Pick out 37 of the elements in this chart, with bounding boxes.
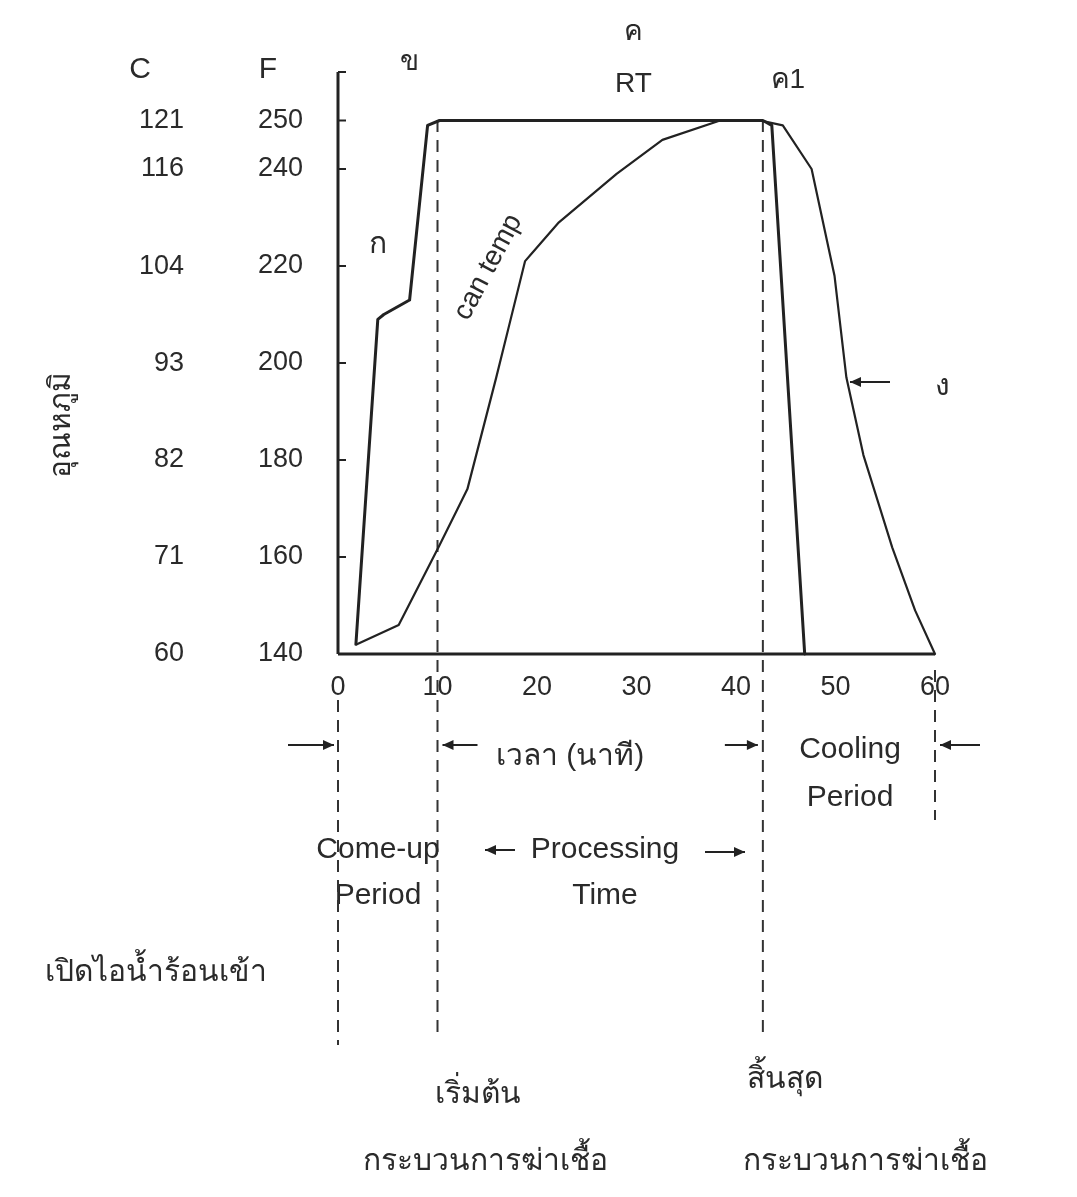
text: เปิดไอน้ำร้อนเข้า [45, 948, 267, 987]
x-tick-label: 10 [422, 671, 453, 702]
y2-tick-label: 71 [153, 540, 184, 571]
y2-tick-label: 82 [153, 443, 184, 474]
text: F [258, 50, 278, 84]
text: C [129, 50, 151, 84]
text: Cooling Period [799, 730, 901, 812]
annotation: ก [369, 225, 387, 259]
y2-tick-label: 104 [138, 249, 184, 280]
text: Come-up Period [316, 830, 440, 910]
x-tick-label: 40 [720, 671, 752, 702]
x-tick-label: 50 [820, 671, 851, 702]
y-tick-label: 160 [257, 540, 303, 571]
y2-tick-label: 60 [153, 637, 184, 668]
text: can temp [446, 208, 528, 325]
annotation: ข [400, 44, 419, 76]
y-tick-label: 200 [257, 346, 303, 377]
x-axis-title: เวลา (นาที) [495, 737, 645, 771]
y-tick-label: 250 [257, 103, 303, 134]
x-tick-label: 60 [919, 671, 951, 702]
y2-axis-title: อุณหภูมิ [42, 372, 79, 478]
x-tick-label: 30 [621, 671, 652, 702]
text: เริ่มต้น กระบวนการฆ่าเชื้อ [362, 1071, 608, 1176]
annotation: ค [624, 14, 644, 46]
x-tick-label: 0 [330, 671, 346, 702]
y2-tick-label: 93 [153, 346, 184, 377]
y2-tick-label: 116 [140, 151, 184, 182]
y-tick-label: 220 [257, 249, 303, 280]
x-tick-label: 20 [521, 671, 553, 702]
annotation: ง [934, 367, 950, 401]
text: Processing Time [530, 830, 680, 910]
y2-tick-label: 121 [138, 103, 184, 134]
y-tick-label: 180 [257, 443, 303, 474]
y-tick-label: 140 [257, 637, 303, 668]
series-label: RT [615, 66, 652, 98]
y-tick-label: 240 [257, 152, 303, 183]
annotation: ค1 [770, 62, 806, 94]
